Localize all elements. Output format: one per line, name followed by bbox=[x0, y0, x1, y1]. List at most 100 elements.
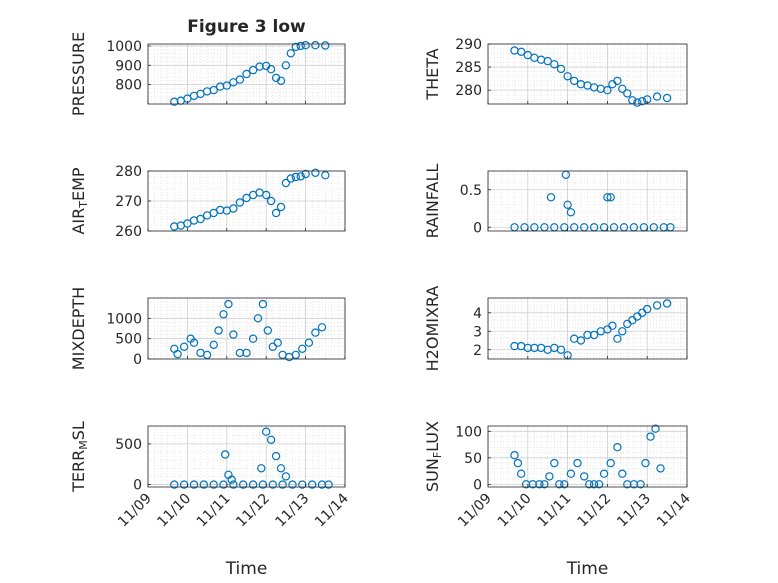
data-point bbox=[281, 61, 291, 70]
data-point bbox=[235, 198, 245, 207]
data-point bbox=[257, 464, 266, 473]
data-point bbox=[202, 350, 212, 360]
data-point bbox=[633, 98, 642, 107]
data-point bbox=[510, 451, 519, 460]
data-point bbox=[266, 196, 276, 206]
data-point bbox=[662, 93, 672, 103]
data-point bbox=[219, 310, 228, 319]
data-point bbox=[248, 480, 258, 489]
data-point bbox=[229, 480, 238, 489]
data-point bbox=[291, 172, 300, 182]
data-point bbox=[652, 301, 662, 310]
data-point bbox=[170, 222, 179, 231]
y-tick-label: 100 bbox=[455, 424, 482, 440]
data-point bbox=[550, 60, 559, 69]
data-point bbox=[291, 350, 300, 360]
data-point bbox=[641, 458, 650, 468]
data-point bbox=[311, 41, 320, 50]
axes-frame bbox=[487, 43, 688, 105]
y-axis-label: THETA bbox=[423, 48, 442, 100]
data-point bbox=[304, 338, 314, 347]
data-point bbox=[238, 480, 248, 489]
data-point bbox=[589, 330, 599, 340]
series-markers bbox=[170, 299, 327, 362]
data-point bbox=[651, 424, 660, 433]
data-point bbox=[276, 202, 286, 212]
y-tick-label: 285 bbox=[455, 60, 482, 76]
data-point bbox=[662, 299, 672, 308]
data-point bbox=[643, 304, 652, 314]
data-point bbox=[268, 480, 277, 489]
data-point bbox=[209, 480, 218, 489]
data-point bbox=[606, 458, 615, 468]
axes-frame bbox=[147, 425, 346, 488]
data-point bbox=[656, 464, 665, 473]
y-tick-label: 3 bbox=[473, 324, 482, 340]
data-point bbox=[606, 193, 615, 202]
data-point bbox=[242, 348, 251, 358]
data-point bbox=[618, 327, 627, 336]
data-point bbox=[291, 42, 300, 52]
data-point bbox=[242, 69, 251, 79]
data-point bbox=[214, 326, 223, 335]
y-tick-label: 280 bbox=[115, 164, 142, 180]
data-point bbox=[566, 469, 576, 478]
axes-frame bbox=[147, 297, 346, 360]
data-point bbox=[599, 469, 609, 478]
data-point bbox=[253, 314, 263, 323]
subplot-3: 260 270 280 AIRTEMP bbox=[69, 164, 346, 240]
data-point bbox=[311, 168, 320, 177]
data-point bbox=[570, 76, 579, 86]
y-axis-label: PRESSURE bbox=[69, 32, 88, 116]
data-point bbox=[276, 76, 286, 86]
data-point bbox=[268, 342, 277, 351]
series-markers bbox=[170, 41, 330, 106]
data-point bbox=[594, 480, 604, 489]
data-point bbox=[589, 480, 599, 489]
data-point bbox=[546, 193, 556, 202]
y-tick-label: 0 bbox=[473, 477, 482, 493]
subplot-5: 0 500 1000 MIXDEPTH bbox=[69, 287, 346, 370]
series-markers bbox=[170, 168, 330, 231]
data-point bbox=[623, 89, 632, 98]
y-axis-label: RAINFALL bbox=[423, 164, 442, 239]
data-point bbox=[573, 458, 582, 468]
data-point bbox=[209, 85, 218, 95]
y-tick-label: 50 bbox=[464, 451, 482, 467]
data-point bbox=[173, 349, 182, 359]
axes-frame bbox=[487, 425, 688, 488]
subplot-2: 280 285 290 THETA bbox=[423, 37, 688, 107]
data-point bbox=[199, 480, 208, 489]
y-tick-label: 290 bbox=[455, 37, 482, 53]
data-point bbox=[220, 450, 230, 459]
data-point bbox=[311, 328, 320, 337]
data-point bbox=[555, 480, 564, 489]
data-point bbox=[540, 480, 549, 489]
data-point bbox=[556, 64, 566, 74]
y-axis-label: AIRTEMP bbox=[69, 167, 90, 234]
subplot-1: 800 900 1000 PRESSURE Figure 3 low bbox=[69, 17, 346, 116]
data-point bbox=[321, 41, 330, 50]
y-tick-label: 0 bbox=[133, 352, 142, 368]
data-point bbox=[263, 326, 272, 335]
axes-frame bbox=[487, 297, 688, 360]
data-point bbox=[603, 193, 612, 202]
data-point bbox=[585, 480, 594, 489]
data-point bbox=[229, 204, 238, 213]
data-point bbox=[308, 480, 317, 489]
y-axis-label: TERRMSL bbox=[69, 421, 90, 493]
data-point bbox=[209, 340, 218, 349]
data-point bbox=[550, 458, 559, 468]
data-point bbox=[278, 480, 287, 489]
series-markers bbox=[170, 427, 333, 489]
y-tick-label: 500 bbox=[115, 437, 142, 453]
data-point bbox=[576, 336, 586, 345]
data-point bbox=[324, 480, 333, 489]
data-point bbox=[556, 345, 566, 354]
data-point bbox=[636, 480, 645, 489]
data-point bbox=[535, 480, 544, 489]
data-point bbox=[273, 338, 282, 347]
y-tick-label: 900 bbox=[115, 58, 142, 74]
data-point bbox=[189, 338, 199, 347]
y-axis-label: MIXDEPTH bbox=[69, 287, 88, 370]
